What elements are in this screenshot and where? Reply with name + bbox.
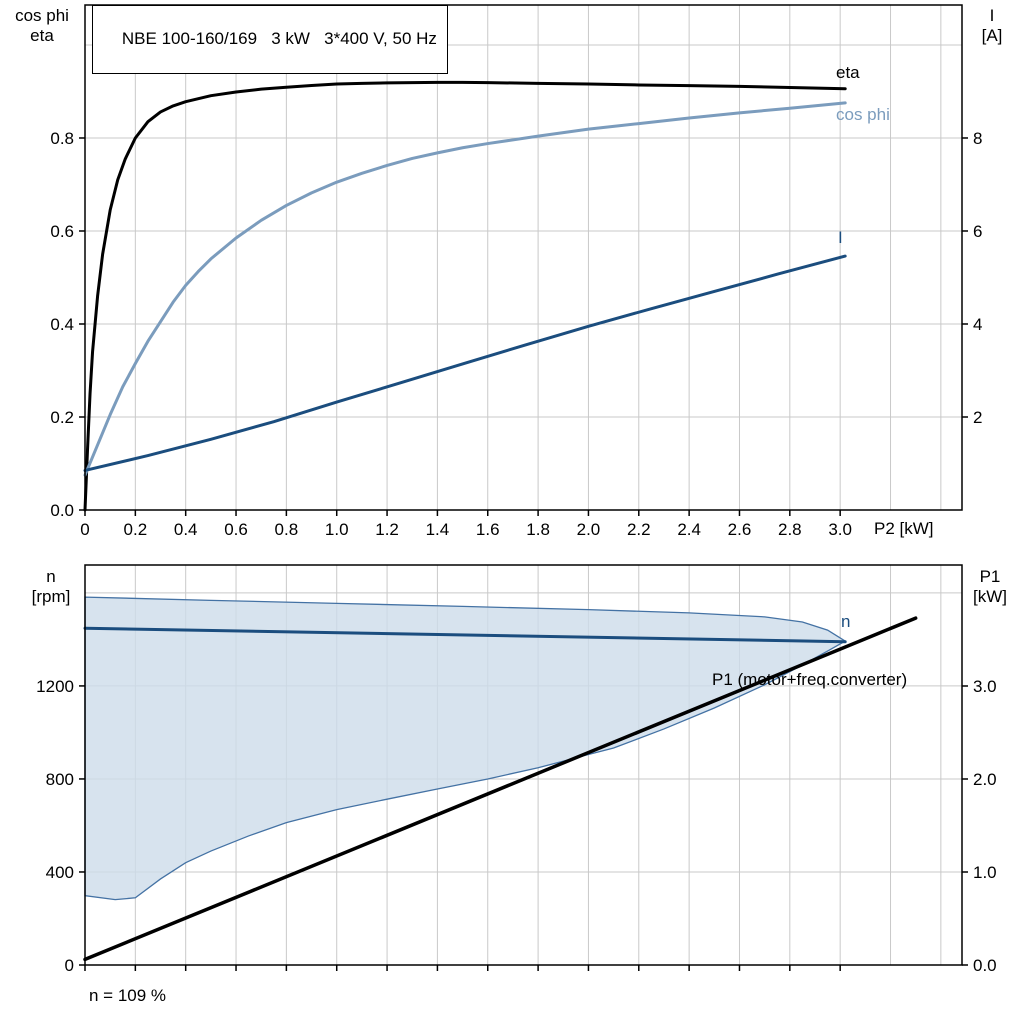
axis-label-p1-unit: [kW] bbox=[973, 587, 1007, 607]
svg-text:2.8: 2.8 bbox=[778, 520, 802, 539]
svg-text:0.2: 0.2 bbox=[124, 520, 148, 539]
svg-text:4: 4 bbox=[973, 315, 982, 334]
bottom-right-axis-label: P1 [kW] bbox=[962, 567, 1018, 607]
svg-text:2.0: 2.0 bbox=[973, 770, 997, 789]
x-axis-label: P2 [kW] bbox=[874, 519, 934, 538]
svg-text:0.6: 0.6 bbox=[50, 222, 74, 241]
svg-text:0.0: 0.0 bbox=[50, 501, 74, 520]
svg-text:2.0: 2.0 bbox=[577, 520, 601, 539]
svg-text:0.6: 0.6 bbox=[224, 520, 248, 539]
axis-label-speed-unit: [rpm] bbox=[31, 587, 71, 607]
axis-label-eta: eta bbox=[30, 26, 54, 46]
svg-text:2.2: 2.2 bbox=[627, 520, 651, 539]
svg-text:400: 400 bbox=[46, 863, 74, 882]
svg-text:0.4: 0.4 bbox=[50, 315, 74, 334]
svg-text:6: 6 bbox=[973, 222, 982, 241]
axis-label-p1: P1 bbox=[979, 567, 1001, 586]
svg-text:3.0: 3.0 bbox=[828, 520, 852, 539]
axis-label-current-unit: [A] bbox=[981, 26, 1003, 46]
svg-text:2.6: 2.6 bbox=[728, 520, 752, 539]
chart-title-box: NBE 100-160/169 3 kW 3*400 V, 50 Hz bbox=[92, 5, 448, 74]
svg-text:800: 800 bbox=[46, 770, 74, 789]
bottom-left-axis-label: n [rpm] bbox=[22, 567, 80, 607]
eta-curve-label: eta bbox=[836, 63, 860, 82]
svg-text:0.8: 0.8 bbox=[275, 520, 299, 539]
svg-text:8: 8 bbox=[973, 129, 982, 148]
svg-text:2.4: 2.4 bbox=[677, 520, 701, 539]
svg-text:0.4: 0.4 bbox=[174, 520, 198, 539]
top-right-axis-label: I [A] bbox=[966, 6, 1018, 46]
cos-phi-curve-label: cos phi bbox=[836, 105, 890, 124]
axis-label-speed: n bbox=[46, 567, 56, 586]
p1-curve-label: P1 (motor+freq.converter) bbox=[712, 670, 908, 689]
speed-percentage-note: n = 109 % bbox=[89, 986, 167, 1005]
axis-label-cos-phi: cos phi bbox=[15, 6, 69, 25]
svg-text:3.0: 3.0 bbox=[973, 677, 997, 696]
top-left-axis-label: cos phi eta bbox=[6, 6, 78, 46]
svg-text:1.4: 1.4 bbox=[426, 520, 450, 539]
svg-text:1.8: 1.8 bbox=[526, 520, 550, 539]
current-curve-label: I bbox=[838, 228, 843, 247]
svg-text:2: 2 bbox=[973, 408, 982, 427]
svg-text:0.0: 0.0 bbox=[973, 956, 997, 975]
chart-title: NBE 100-160/169 3 kW 3*400 V, 50 Hz bbox=[121, 29, 437, 48]
svg-text:1200: 1200 bbox=[36, 677, 74, 696]
svg-text:1.2: 1.2 bbox=[375, 520, 399, 539]
speed-curve-label: n bbox=[841, 612, 851, 631]
svg-text:0.2: 0.2 bbox=[50, 408, 74, 427]
axis-label-current: I bbox=[989, 6, 995, 25]
svg-text:0: 0 bbox=[65, 956, 74, 975]
svg-text:1.0: 1.0 bbox=[325, 520, 349, 539]
svg-text:1.0: 1.0 bbox=[973, 863, 997, 882]
svg-text:0.8: 0.8 bbox=[50, 129, 74, 148]
svg-text:0: 0 bbox=[80, 520, 89, 539]
svg-text:1.6: 1.6 bbox=[476, 520, 500, 539]
